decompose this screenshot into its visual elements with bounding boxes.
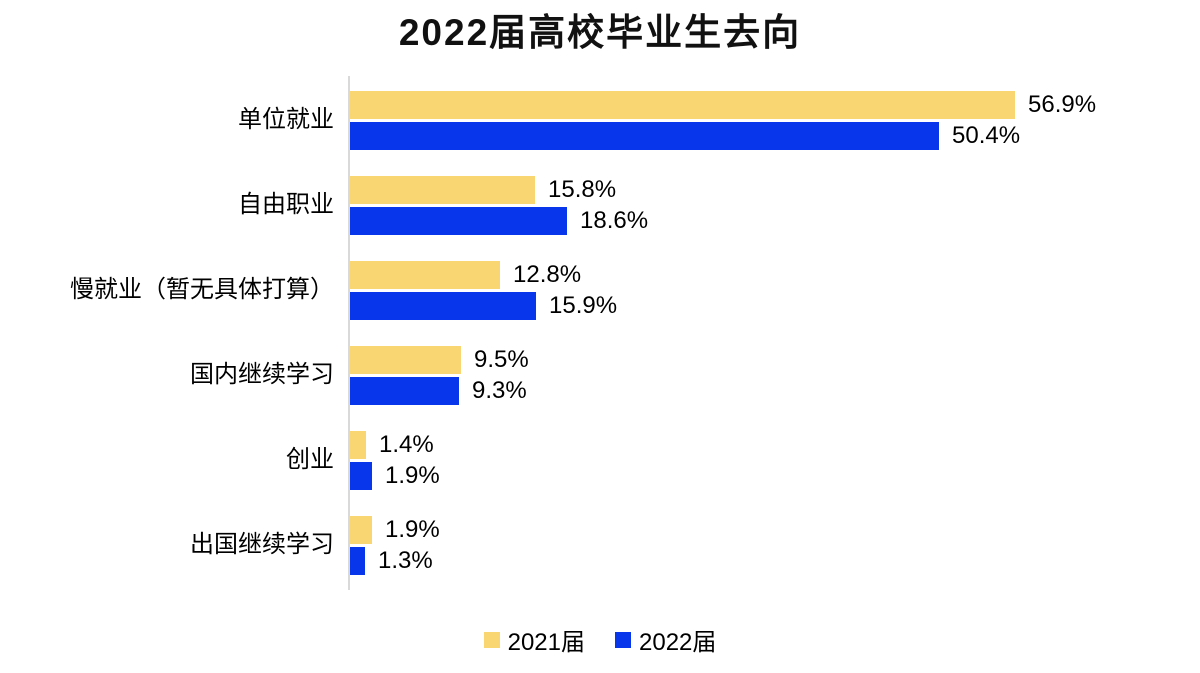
bar-2021 — [350, 91, 1015, 119]
category-label: 创业 — [286, 446, 334, 474]
bar-2022 — [350, 207, 567, 235]
chart-row: 单位就业 56.9% 50.4% — [0, 78, 1200, 163]
category-label: 国内继续学习 — [190, 361, 334, 389]
bar-2022 — [350, 377, 459, 405]
bar-value-label: 15.9% — [549, 292, 618, 319]
bar-value-label: 1.4% — [379, 431, 434, 458]
bar-2021 — [350, 516, 372, 544]
legend-item-2022: 2022届 — [615, 622, 716, 657]
legend-swatch-2022 — [615, 631, 631, 648]
bar-2022 — [350, 462, 372, 490]
bar-value-label: 1.9% — [385, 462, 440, 489]
bar-2022 — [350, 122, 939, 150]
bar-2022 — [350, 292, 536, 320]
chart-row: 国内继续学习 9.5% 9.3% — [0, 333, 1200, 418]
category-label: 自由职业 — [238, 191, 334, 219]
chart-title: 2022届高校毕业生去向 — [398, 12, 802, 53]
legend-item-2021: 2021届 — [483, 622, 585, 657]
bar-2021 — [350, 346, 461, 374]
bar-value-label: 18.6% — [580, 207, 649, 234]
bar-value-label: 9.3% — [472, 377, 527, 404]
bar-2021 — [350, 261, 500, 289]
chart-row: 自由职业 15.8% 18.6% — [0, 163, 1200, 248]
chart-row: 出国继续学习 1.9% 1.3% — [0, 503, 1200, 588]
category-label: 单位就业 — [238, 106, 334, 134]
bar-value-label: 56.9% — [1028, 91, 1097, 118]
bar-value-label: 1.3% — [378, 547, 433, 574]
legend-label-2021: 2021届 — [507, 629, 585, 656]
bar-value-label: 9.5% — [474, 346, 529, 373]
legend-swatch-2021 — [483, 631, 500, 648]
chart-legend: 2021届 2022届 — [0, 622, 1200, 657]
y-axis-line — [348, 76, 350, 590]
bar-value-label: 12.8% — [513, 261, 582, 288]
category-label: 慢就业（暂无具体打算） — [70, 276, 334, 304]
bar-2021 — [350, 176, 535, 204]
chart-row: 创业 1.4% 1.9% — [0, 418, 1200, 503]
chart-row: 慢就业（暂无具体打算） 12.8% 15.9% — [0, 248, 1200, 333]
bar-2021 — [350, 431, 366, 459]
category-label: 出国继续学习 — [190, 531, 334, 559]
bar-2022 — [350, 547, 365, 575]
bar-value-label: 50.4% — [952, 122, 1021, 149]
plot-area: 单位就业 56.9% 50.4% 自由职业 15.8% — [0, 78, 1200, 588]
bar-value-label: 1.9% — [385, 516, 440, 543]
bar-value-label: 15.8% — [548, 176, 617, 203]
legend-label-2022: 2022届 — [639, 629, 717, 656]
